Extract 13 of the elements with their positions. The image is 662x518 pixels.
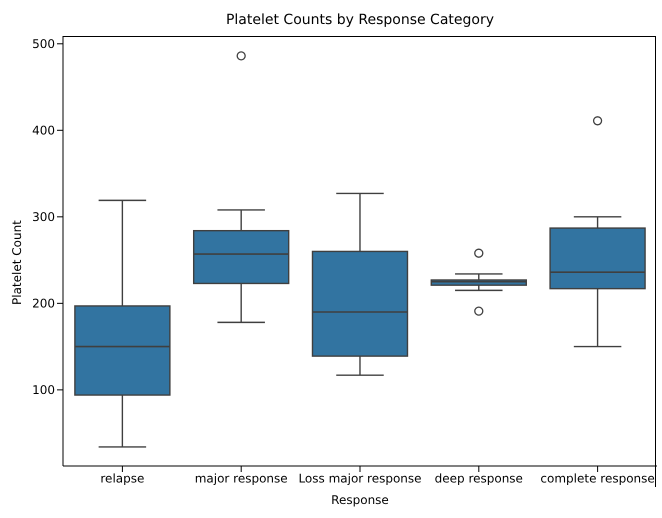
y-tick-label: 200 — [32, 296, 55, 311]
chart-title: Platelet Counts by Response Category — [224, 12, 496, 28]
y-tick-label: 500 — [32, 37, 55, 52]
x-tick-label: Loss major response — [298, 472, 422, 486]
x-tick-label: complete response — [540, 472, 655, 486]
y-tick-label: 300 — [32, 210, 55, 224]
x-tick-label: relapse — [100, 472, 144, 486]
x-tick-label: major response — [194, 472, 288, 486]
y-tick-label: 100 — [32, 383, 55, 398]
y-tick-label: 400 — [32, 124, 55, 138]
y-axis-title: Platelet Count — [10, 220, 24, 308]
x-axis-title: Response — [331, 493, 389, 507]
x-tick-label: deep response — [434, 472, 523, 486]
